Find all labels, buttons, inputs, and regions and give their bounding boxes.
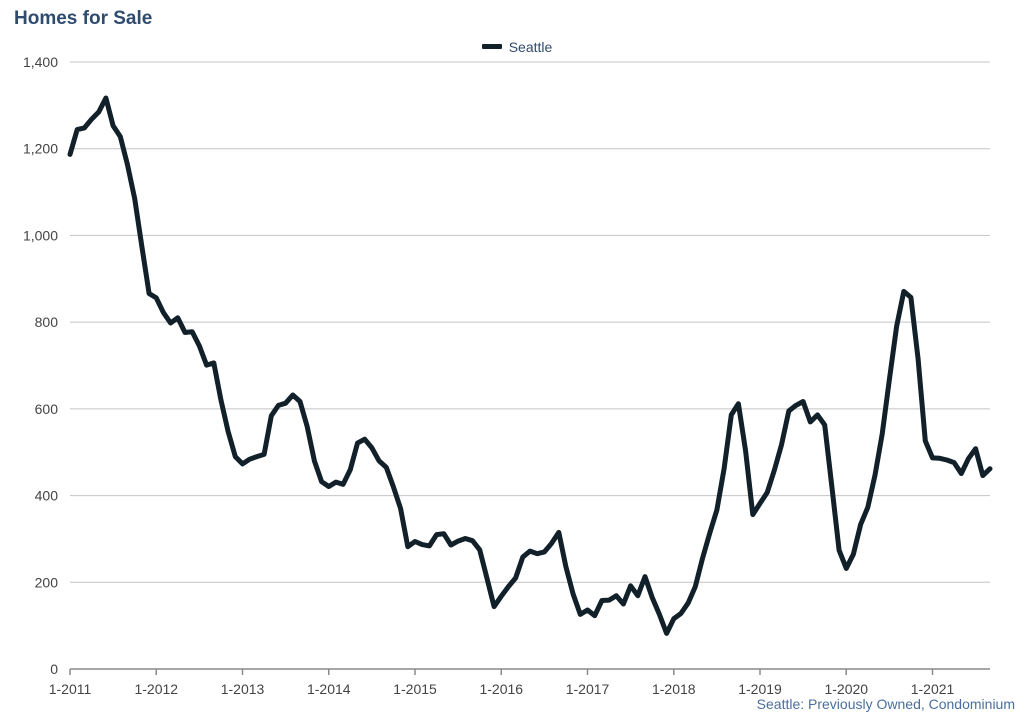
legend-item-seattle[interactable]: Seattle <box>481 38 553 55</box>
y-tick-label: 600 <box>35 401 59 417</box>
x-tick-label: 1-2019 <box>738 681 782 697</box>
y-tick-label: 200 <box>35 574 59 590</box>
legend-label: Seattle <box>508 38 553 55</box>
x-tick-label: 1-2014 <box>307 681 351 697</box>
series-line-seattle <box>67 95 993 636</box>
x-tick-label: 1-2012 <box>134 681 178 697</box>
chart-title: Homes for Sale <box>14 8 153 29</box>
y-tick-label: 800 <box>35 314 59 330</box>
legend: Seattle <box>0 36 1024 55</box>
x-tick-label: 1-2021 <box>911 681 955 697</box>
legend-swatch <box>481 44 502 49</box>
y-tick-label: 0 <box>50 661 58 677</box>
y-tick-label: 1,400 <box>23 54 58 70</box>
x-tick-label: 1-2011 <box>49 681 92 697</box>
x-tick-label: 1-2017 <box>566 681 610 697</box>
x-tick-label: 1-2015 <box>393 681 437 697</box>
y-tick-label: 1,200 <box>23 141 58 157</box>
x-tick-label: 1-2020 <box>824 681 868 697</box>
x-tick-label: 1-2013 <box>221 681 265 697</box>
y-tick-label: 1,000 <box>23 227 58 243</box>
y-tick-label: 400 <box>35 488 59 504</box>
x-tick-label: 1-2016 <box>479 681 523 697</box>
x-tick-label: 1-2018 <box>652 681 696 697</box>
footnote: Seattle: Previously Owned, Condominium <box>756 696 1015 712</box>
